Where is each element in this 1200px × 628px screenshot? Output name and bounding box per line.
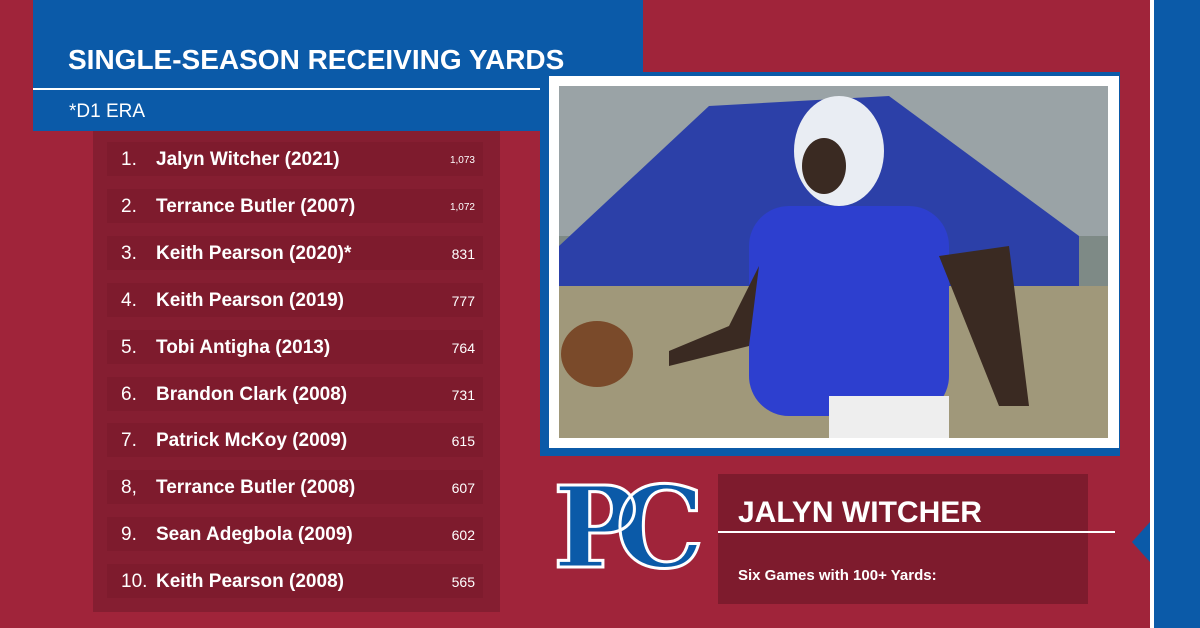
rank: 9. bbox=[121, 524, 137, 546]
player-season: Terrance Butler (2007) bbox=[156, 195, 356, 217]
rank: 2. bbox=[121, 195, 137, 217]
player-season: Tobi Antigha (2013) bbox=[156, 336, 331, 358]
photo bbox=[559, 86, 1108, 438]
list-row: 10. Keith Pearson (2008) 565 bbox=[107, 564, 483, 599]
player-season: Sean Adegbola (2009) bbox=[156, 524, 353, 546]
list-row: 2. Terrance Butler (2007) 1,072 bbox=[107, 188, 483, 223]
yards: 764 bbox=[451, 339, 475, 356]
rule bbox=[718, 531, 1115, 533]
divider bbox=[1150, 0, 1154, 628]
yards: 1,073 bbox=[449, 155, 475, 166]
player-season: Patrick McKoy (2009) bbox=[156, 430, 348, 452]
yards: 831 bbox=[451, 245, 475, 262]
list-row: 9. Sean Adegbola (2009) 602 bbox=[107, 517, 483, 552]
yards: 602 bbox=[451, 527, 475, 544]
rank: 7. bbox=[121, 430, 137, 452]
side-strip bbox=[1154, 0, 1200, 628]
rule bbox=[33, 88, 607, 90]
yards: 1,072 bbox=[449, 201, 475, 213]
rank: 6. bbox=[121, 383, 137, 405]
list-row: 4. Keith Pearson (2019) 777 bbox=[107, 282, 483, 317]
rank: 5. bbox=[121, 336, 137, 358]
player-name: JALYN WITCHER bbox=[738, 496, 982, 529]
list-row: 6. Brandon Clark (2008) 731 bbox=[107, 376, 483, 411]
list-row: 5. Tobi Antigha (2013) 764 bbox=[107, 329, 483, 364]
list-row: 8, Terrance Butler (2008) 607 bbox=[107, 470, 483, 505]
yards: 565 bbox=[451, 574, 475, 591]
player-season: Brandon Clark (2008) bbox=[156, 383, 348, 405]
rank: 3. bbox=[121, 242, 137, 264]
list-row: 7. Patrick McKoy (2009) 615 bbox=[107, 423, 483, 458]
list-row: 3. Keith Pearson (2020)* 831 bbox=[107, 235, 483, 270]
player-season: Keith Pearson (2019) bbox=[156, 289, 344, 311]
name-box: JALYN WITCHER Six Games with 100+ Yards: bbox=[718, 474, 1115, 604]
player-season: Terrance Butler (2008) bbox=[156, 477, 356, 499]
player-season: Keith Pearson (2020)* bbox=[156, 242, 352, 264]
yards: 607 bbox=[451, 480, 475, 497]
caption: Six Games with 100+ Yards: bbox=[738, 567, 937, 584]
yards: 777 bbox=[451, 292, 475, 309]
player-season: Keith Pearson (2008) bbox=[156, 571, 344, 593]
rank: 4. bbox=[121, 289, 137, 311]
rank: 10. bbox=[121, 571, 148, 593]
rank: 1. bbox=[121, 149, 137, 170]
rank: 8, bbox=[121, 477, 137, 499]
arrow bbox=[1132, 522, 1150, 562]
yards: 615 bbox=[451, 433, 475, 450]
logo: PC bbox=[552, 462, 706, 596]
title: SINGLE-SEASON RECEIVING YARDS bbox=[68, 44, 565, 75]
yards: 731 bbox=[451, 386, 475, 403]
subtitle: *D1 ERA bbox=[69, 101, 146, 122]
player-season: Jalyn Witcher (2021) bbox=[156, 149, 340, 170]
list-row: 1. Jalyn Witcher (2021) 1,073 bbox=[107, 142, 483, 176]
